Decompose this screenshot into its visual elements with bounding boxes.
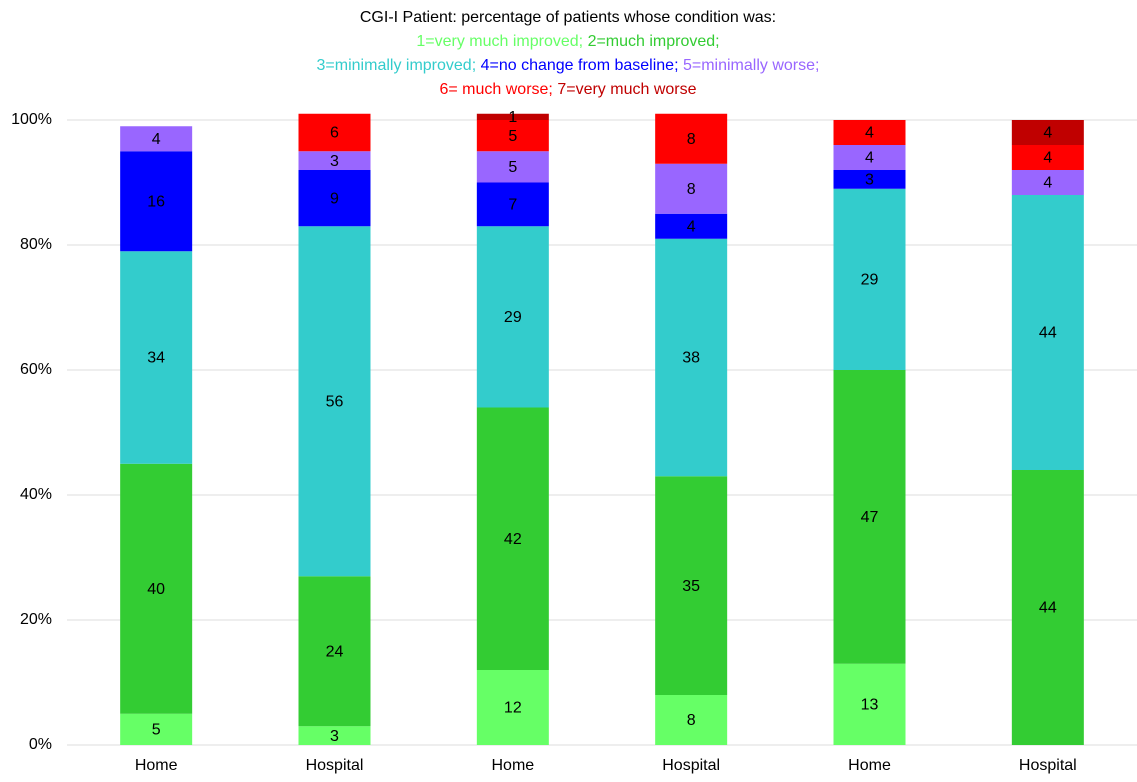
bar-segment: [655, 695, 728, 745]
y-tick-label: 60%: [20, 361, 52, 378]
data-label: 4: [1043, 125, 1052, 142]
y-tick-label: 100%: [11, 111, 52, 128]
bar-segment: [1011, 120, 1084, 145]
data-label: 42: [504, 531, 522, 548]
bar-segment: [655, 113, 728, 164]
data-label: 34: [147, 350, 165, 367]
bar-segment: [1011, 470, 1084, 745]
data-label: 29: [504, 309, 522, 326]
bar-segment: [476, 407, 549, 670]
data-label: 4: [865, 150, 874, 167]
bar-segment: [476, 226, 549, 408]
bar-segment: [833, 120, 906, 145]
bar-segment: [655, 213, 728, 239]
x-tick-label: Home: [491, 757, 534, 774]
x-tick-label: Home: [848, 757, 891, 774]
legend-entry: 4=no change from baseline;: [481, 57, 679, 74]
data-label: 4: [687, 218, 696, 235]
bar-segment: [833, 663, 906, 745]
data-label: 8: [687, 181, 696, 198]
y-tick-label: 40%: [20, 486, 52, 503]
chart-title: CGI-I Patient: percentage of patients wh…: [360, 9, 776, 26]
bar-segment: [298, 170, 371, 227]
y-tick-label: 0%: [29, 736, 52, 753]
bar-segment: [298, 576, 371, 727]
data-label: 24: [326, 643, 344, 660]
legend-entry: 1=very much improved;: [416, 33, 583, 50]
data-label: 4: [152, 131, 161, 148]
data-label: 13: [861, 697, 879, 714]
bar-segment: [833, 188, 906, 370]
legend-entry: 5=minimally worse;: [683, 57, 819, 74]
data-label: 12: [504, 700, 522, 717]
data-label: 5: [508, 159, 517, 176]
data-label: 4: [1043, 150, 1052, 167]
data-label: 4: [865, 125, 874, 142]
data-label: 5: [508, 128, 517, 145]
bar-segment: [1011, 145, 1084, 170]
bar-segment: [298, 726, 371, 745]
bar-segment: [120, 126, 193, 152]
data-label: 8: [687, 131, 696, 148]
data-label: 3: [330, 728, 339, 745]
legend-entry: 2=much improved;: [588, 33, 720, 50]
legend-line: 3=minimally improved; 4=no change from b…: [317, 57, 820, 74]
bar-segment: [298, 151, 371, 170]
data-label: 6: [330, 125, 339, 142]
data-label: 4: [1043, 175, 1052, 192]
bar-segment: [120, 251, 193, 464]
bar-segment: [120, 463, 193, 714]
bar-segment: [476, 182, 549, 227]
legend-entry: 3=minimally improved;: [317, 57, 477, 74]
data-label: 3: [865, 172, 874, 189]
data-label: 40: [147, 581, 165, 598]
data-label: 8: [687, 712, 696, 729]
bar-segment: [655, 238, 728, 477]
bar-segment: [833, 370, 906, 664]
bar-segment: [476, 151, 549, 183]
bar-segment: [833, 170, 906, 189]
data-label: 56: [326, 393, 344, 410]
data-label: 38: [682, 350, 700, 367]
bar-segment: [655, 476, 728, 695]
x-tick-label: Hospital: [662, 757, 720, 774]
x-tick-label: Home: [135, 757, 178, 774]
data-label: 3: [330, 153, 339, 170]
data-label: 1: [508, 109, 517, 126]
bar-segment: [120, 713, 193, 745]
data-label: 44: [1039, 600, 1057, 617]
legend-entry: 6= much worse;: [439, 81, 552, 98]
bar-segment: [476, 113, 549, 120]
bar-segment: [476, 670, 549, 745]
data-label: 9: [330, 190, 339, 207]
bar-segment: [120, 151, 193, 252]
data-label: 47: [861, 509, 879, 526]
bar-segment: [1011, 170, 1084, 195]
bar-segment: [833, 145, 906, 170]
bar-segment: [298, 113, 371, 152]
x-tick-label: Hospital: [1019, 757, 1077, 774]
bar-segment: [298, 226, 371, 577]
y-tick-label: 80%: [20, 236, 52, 253]
data-label: 29: [861, 272, 879, 289]
bar-segment: [1011, 195, 1084, 470]
bar-segment: [476, 120, 549, 152]
data-label: 44: [1039, 325, 1057, 342]
data-label: 35: [682, 578, 700, 595]
y-tick-label: 20%: [20, 611, 52, 628]
bar-segment: [655, 163, 728, 214]
data-label: 5: [152, 722, 161, 739]
legend-entry: 7=very much worse: [557, 81, 696, 98]
data-label: 16: [147, 193, 165, 210]
data-label: 7: [508, 197, 517, 214]
x-tick-label: Hospital: [306, 757, 364, 774]
legend-line: 6= much worse; 7=very much worse: [439, 81, 696, 98]
legend-line: 1=very much improved; 2=much improved;: [416, 33, 719, 50]
